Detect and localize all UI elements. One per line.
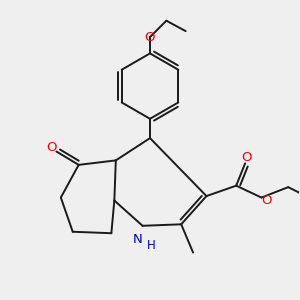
Text: O: O (241, 151, 252, 164)
Text: O: O (262, 194, 272, 207)
Text: O: O (145, 31, 155, 44)
Text: O: O (46, 141, 56, 154)
Text: H: H (147, 238, 156, 252)
Text: N: N (133, 233, 143, 246)
